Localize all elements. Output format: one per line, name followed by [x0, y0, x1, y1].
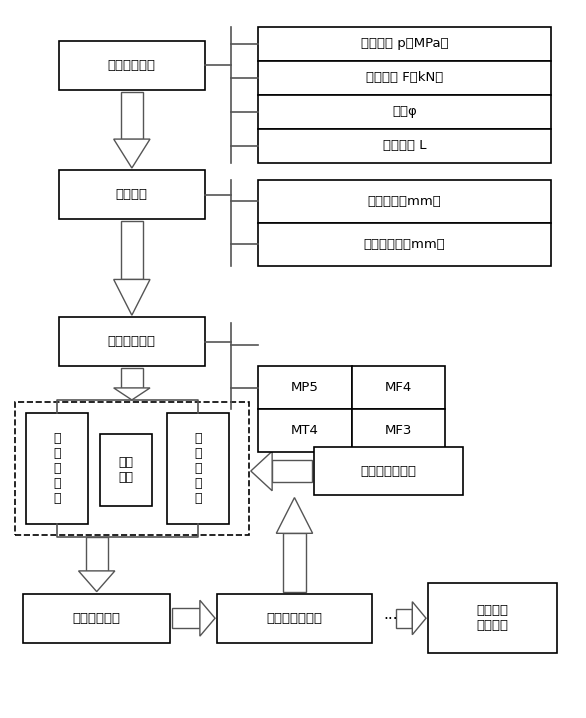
Bar [15, 402, 249, 535]
Bar [428, 583, 557, 653]
Polygon shape [413, 602, 426, 635]
Text: 参
数
化
建
模: 参 数 化 建 模 [53, 432, 61, 505]
Text: MP5: MP5 [291, 381, 319, 394]
Text: 生产经营
管理系统: 生产经营 管理系统 [476, 605, 508, 632]
Bar [396, 609, 413, 628]
Bar [59, 41, 205, 90]
Polygon shape [251, 451, 272, 491]
Text: 理论推力 F（kN）: 理论推力 F（kN） [366, 71, 443, 84]
Bar [100, 434, 152, 506]
Polygon shape [114, 279, 150, 315]
Polygon shape [200, 600, 215, 636]
Bar [258, 129, 551, 163]
Text: 缸体内径（mm）: 缸体内径（mm） [367, 195, 441, 208]
Bar [121, 368, 143, 388]
Bar [172, 608, 200, 628]
Bar [314, 447, 463, 495]
Bar [121, 221, 143, 279]
Bar [258, 27, 551, 61]
Text: 工作压力 p（MPa）: 工作压力 p（MPa） [360, 37, 448, 50]
Bar [121, 92, 143, 139]
Bar [217, 594, 372, 643]
Polygon shape [114, 139, 150, 168]
Bar [23, 594, 170, 643]
Bar [59, 317, 205, 366]
Bar [258, 223, 551, 266]
Bar [258, 95, 551, 129]
Text: 圆整计算: 圆整计算 [116, 188, 148, 201]
Polygon shape [79, 571, 115, 592]
Bar [272, 460, 312, 482]
Text: 速比φ: 速比φ [392, 106, 417, 118]
Bar [258, 180, 551, 223]
Polygon shape [114, 388, 150, 400]
Bar [86, 537, 108, 571]
Text: ...: ... [384, 607, 398, 622]
Bar [258, 366, 352, 409]
Text: 选择安装方式: 选择安装方式 [108, 335, 156, 348]
Bar [59, 170, 205, 219]
Bar [352, 409, 445, 452]
Bar [26, 413, 88, 524]
Bar [167, 413, 229, 524]
Bar [283, 533, 306, 592]
Text: MF3: MF3 [385, 424, 412, 437]
Text: 工
程
图
更
新: 工 程 图 更 新 [194, 432, 202, 505]
Text: 非标准件库管理: 非标准件库管理 [267, 612, 322, 625]
Bar [258, 60, 551, 95]
Text: 设计人员审核: 设计人员审核 [73, 612, 121, 625]
Bar [352, 366, 445, 409]
Text: 工作行程 L: 工作行程 L [383, 139, 426, 152]
Text: MT4: MT4 [291, 424, 319, 437]
Text: 设定工作参数: 设定工作参数 [108, 59, 156, 72]
Bar [258, 409, 352, 452]
Text: 同步
进行: 同步 进行 [118, 457, 134, 484]
Text: 调用库内零部件: 调用库内零部件 [360, 465, 416, 477]
Text: MF4: MF4 [385, 381, 412, 394]
Polygon shape [277, 498, 313, 533]
Text: 活塞杆直径（mm）: 活塞杆直径（mm） [363, 238, 445, 251]
